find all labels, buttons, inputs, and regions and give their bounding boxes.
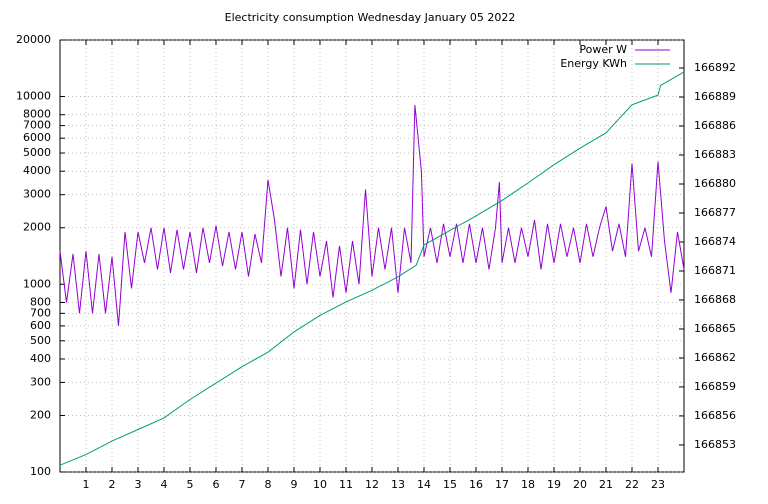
y2-tick-label: 166889 (694, 90, 736, 103)
x-tick-label: 1 (83, 478, 90, 491)
legend-label: Energy KWh (560, 57, 627, 70)
x-tick-label: 6 (213, 478, 220, 491)
x-tick-label: 23 (651, 478, 665, 491)
y2-tick-label: 166859 (694, 380, 736, 393)
y2-tick-label: 166892 (694, 61, 736, 74)
y-tick-label: 1000 (23, 277, 51, 290)
x-tick-label: 16 (469, 478, 483, 491)
series-line (59, 71, 685, 466)
series-line (59, 105, 685, 326)
x-tick-label: 10 (313, 478, 327, 491)
y-tick-label: 400 (30, 352, 51, 365)
x-tick-label: 7 (239, 478, 246, 491)
y-tick-label: 700 (30, 306, 51, 319)
y2-tick-label: 166880 (694, 177, 736, 190)
y-tick-label: 7000 (23, 119, 51, 132)
x-tick-label: 5 (187, 478, 194, 491)
y-tick-label: 8000 (23, 108, 51, 121)
x-tick-label: 18 (521, 478, 535, 491)
x-tick-label: 4 (161, 478, 168, 491)
x-tick-label: 12 (365, 478, 379, 491)
y2-tick-label: 166868 (694, 293, 736, 306)
y2-tick-label: 166883 (694, 148, 736, 161)
x-tick-label: 15 (443, 478, 457, 491)
x-tick-label: 8 (265, 478, 272, 491)
x-tick-label: 11 (339, 478, 353, 491)
x-tick-label: 13 (391, 478, 405, 491)
y2-tick-label: 166853 (694, 438, 736, 451)
x-tick-label: 9 (291, 478, 298, 491)
y-tick-label: 2000 (23, 221, 51, 234)
y-tick-label: 20000 (16, 33, 51, 46)
y-tick-label: 600 (30, 319, 51, 332)
y-tick-label: 100 (30, 465, 51, 478)
y-tick-label: 500 (30, 334, 51, 347)
y-tick-label: 10000 (16, 90, 51, 103)
x-tick-label: 2 (109, 478, 116, 491)
x-tick-label: 19 (547, 478, 561, 491)
y-tick-label: 4000 (23, 164, 51, 177)
y-tick-label: 800 (30, 295, 51, 308)
x-tick-label: 20 (573, 478, 587, 491)
y2-tick-label: 166856 (694, 409, 736, 422)
y2-tick-label: 166877 (694, 206, 736, 219)
y-tick-label: 3000 (23, 188, 51, 201)
x-tick-label: 22 (625, 478, 639, 491)
x-tick-label: 14 (417, 478, 431, 491)
y2-tick-label: 166871 (694, 264, 736, 277)
y2-tick-label: 166862 (694, 351, 736, 364)
y2-tick-label: 166874 (694, 235, 736, 248)
legend-label: Power W (579, 43, 627, 56)
y-tick-label: 6000 (23, 131, 51, 144)
y-tick-label: 200 (30, 408, 51, 421)
y2-tick-label: 166886 (694, 119, 736, 132)
x-tick-label: 17 (495, 478, 509, 491)
chart-title: Electricity consumption Wednesday Januar… (225, 11, 516, 24)
x-tick-label: 3 (135, 478, 142, 491)
y-tick-label: 5000 (23, 146, 51, 159)
y2-tick-label: 166865 (694, 322, 736, 335)
y-tick-label: 300 (30, 375, 51, 388)
x-tick-label: 21 (599, 478, 613, 491)
